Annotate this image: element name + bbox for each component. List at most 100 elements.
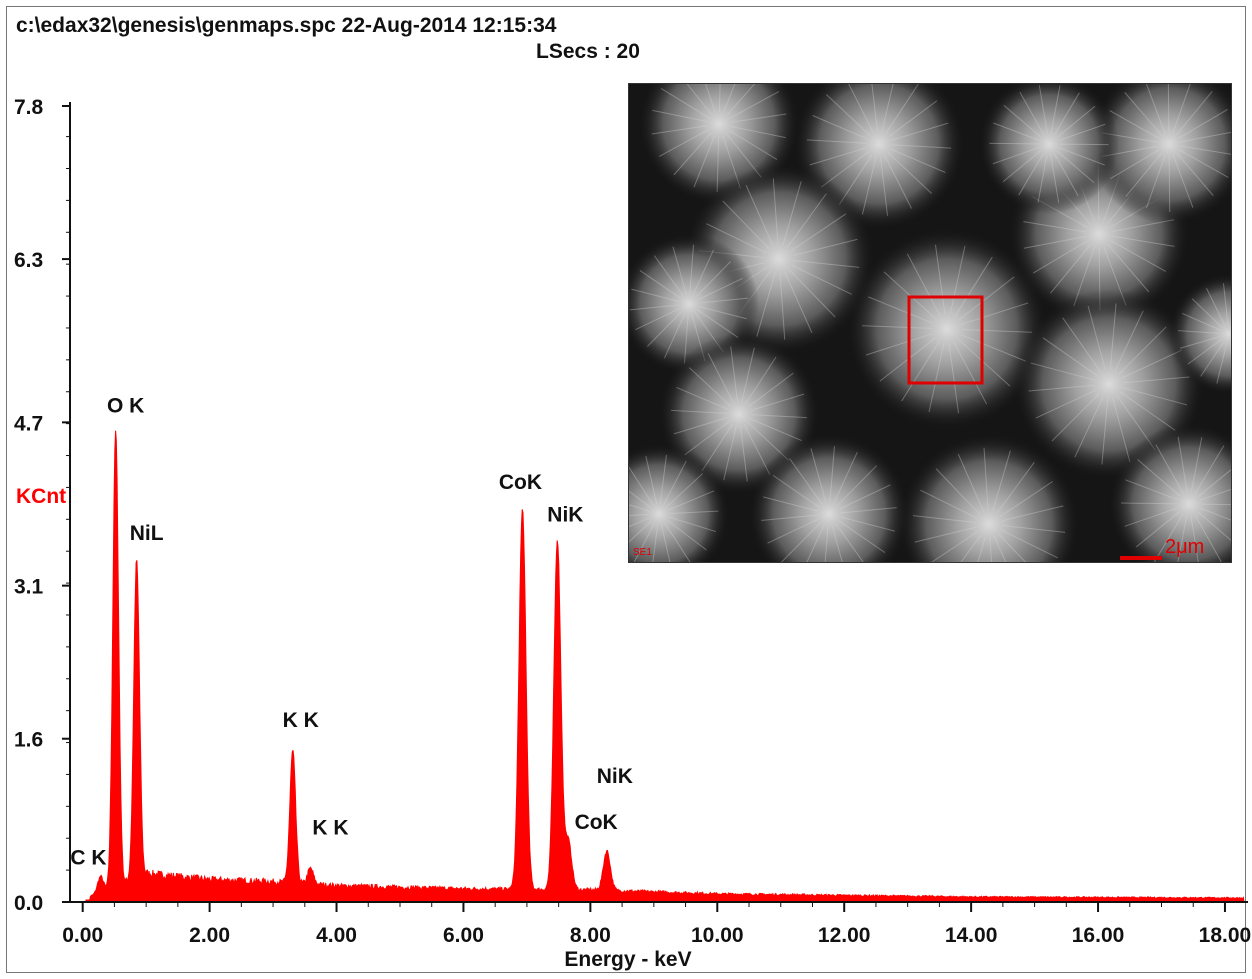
- nanoflower-fiber: [651, 125, 708, 135]
- nanoflower-fiber: [1038, 85, 1048, 134]
- nanoflower-fiber: [1030, 362, 1096, 381]
- nanoflower-fiber: [1110, 240, 1166, 272]
- nanoflower-fiber: [1121, 349, 1183, 379]
- nanoflower-fiber: [1125, 479, 1178, 501]
- nanoflower-fiber: [887, 152, 932, 194]
- nanoflower-fiber: [934, 244, 946, 315]
- nanoflower-fiber: [1000, 529, 1058, 559]
- nanoflower-fiber: [1187, 338, 1223, 365]
- nanoflower-fiber: [789, 458, 823, 505]
- nanoflower-fiber: [989, 142, 1039, 145]
- nanoflower-fiber: [676, 386, 729, 410]
- nanoflower-fiber: [716, 135, 720, 192]
- nanoflower-fiber: [935, 468, 981, 515]
- nanoflower-fiber: [1114, 310, 1144, 372]
- nanoflower-fiber: [750, 393, 805, 411]
- nanoflower-fiber: [689, 244, 695, 294]
- sem-micrograph-inset: SE1 2μm: [628, 83, 1232, 563]
- nanoflower-fiber: [960, 334, 1026, 362]
- nanoflower-fiber: [1109, 110, 1159, 139]
- nanoflower-fiber: [1197, 511, 1231, 541]
- y-tick-label: 0.0: [14, 892, 43, 915]
- nanoflower-fiber: [1003, 104, 1042, 138]
- nanoflower-fiber: [1124, 92, 1162, 136]
- x-tick-label: 14.00: [945, 924, 998, 947]
- nanoflower-fiber: [1074, 396, 1104, 458]
- nanoflower-fiber: [1178, 330, 1221, 334]
- nanoflower-fiber: [1087, 305, 1106, 371]
- nanoflower-fiber: [1058, 147, 1105, 166]
- nanoflower: [979, 84, 1119, 214]
- nanoflower-fiber: [840, 516, 895, 532]
- nanoflower-fiber: [1145, 84, 1166, 133]
- nanoflower-fiber: [772, 474, 820, 508]
- nanoflower-fiber: [1229, 342, 1231, 357]
- nanoflower-fiber: [840, 507, 897, 514]
- nanoflower-fiber: [1179, 149, 1229, 178]
- peak-label: NiK: [547, 504, 583, 527]
- nanoflower-fiber: [1042, 337, 1098, 377]
- nanoflower-fiber: [1050, 85, 1061, 134]
- nanoflower-fiber: [992, 450, 1011, 512]
- peak-label: NiK: [597, 765, 633, 788]
- nanoflower-fiber: [653, 255, 684, 296]
- nanoflower: [1109, 424, 1231, 562]
- nanoflower-fiber: [1180, 145, 1231, 155]
- nanoflower-fiber: [1125, 152, 1162, 197]
- peak-label: CoK: [499, 471, 542, 494]
- nanoflower-fiber: [824, 525, 829, 562]
- nanoflower-fiber: [949, 245, 966, 315]
- nanoflower-fiber: [645, 455, 658, 504]
- nanoflower-fiber: [761, 514, 818, 521]
- x-tick-labels: 0.00 2.00 4.00 6.00 8.00 10.00 12.00 14.00 16.00…: [62, 924, 1251, 947]
- nanoflower-fiber: [1053, 92, 1080, 136]
- nanoflower-fiber: [729, 91, 780, 119]
- nanoflower-fiber: [1002, 150, 1042, 183]
- nanoflower-fiber: [953, 342, 988, 405]
- y-axis-label: KCnt: [16, 485, 66, 508]
- nanoflower-fiber: [1023, 221, 1086, 233]
- nanoflower-fiber: [993, 536, 1007, 562]
- nanoflower-fiber: [1182, 312, 1221, 331]
- nanoflower-fiber: [880, 156, 889, 216]
- nanoflower-fiber: [1137, 459, 1181, 497]
- nanoflower-fiber: [639, 269, 681, 299]
- nanoflower-fiber: [1200, 503, 1231, 506]
- peak-label: O K: [107, 395, 144, 418]
- chart-axes: [62, 102, 1248, 912]
- selection-box: [907, 295, 984, 385]
- nanoflower-fiber: [1200, 507, 1231, 521]
- nanoflower: [629, 444, 729, 562]
- nanoflower-fiber: [695, 261, 731, 297]
- nanoflower-fiber: [629, 504, 650, 512]
- nanoflower-fiber: [1194, 445, 1225, 494]
- nanoflower-fiber: [698, 277, 743, 300]
- nanoflower-fiber: [833, 451, 858, 504]
- nanoflower-fiber: [879, 337, 936, 382]
- nanoflower: [847, 229, 1047, 429]
- nanoflower-fiber: [706, 223, 767, 254]
- nanoflower-fiber: [1177, 436, 1188, 493]
- nanoflower-fiber: [1118, 326, 1167, 375]
- nanoflower-fiber: [726, 84, 756, 116]
- nanoflower-fiber: [666, 473, 703, 508]
- spectrum-trace: [85, 430, 1245, 903]
- nanoflower-fiber: [835, 523, 864, 562]
- nanoflower-fiber: [954, 256, 993, 317]
- nanoflower-fiber: [1230, 323, 1231, 326]
- nanoflower-fiber: [810, 448, 827, 503]
- nanoflower-fiber: [829, 446, 835, 503]
- nanoflower-fiber: [660, 524, 671, 562]
- file-info-header: c:\edax32\genesis\genmaps.spc 22-Aug-201…: [16, 14, 557, 37]
- nanoflower-fiber: [1177, 515, 1188, 562]
- nanoflower-fiber: [1122, 387, 1188, 406]
- nanoflower-fiber: [792, 238, 858, 257]
- peak-label: C K: [70, 846, 106, 869]
- nanoflower-fiber: [1018, 152, 1045, 196]
- nanoflower-fiber: [693, 134, 716, 188]
- nanoflower-fiber: [912, 515, 976, 524]
- nanoflower-fiber: [1190, 437, 1203, 493]
- nanoflower-fiber: [1109, 303, 1117, 370]
